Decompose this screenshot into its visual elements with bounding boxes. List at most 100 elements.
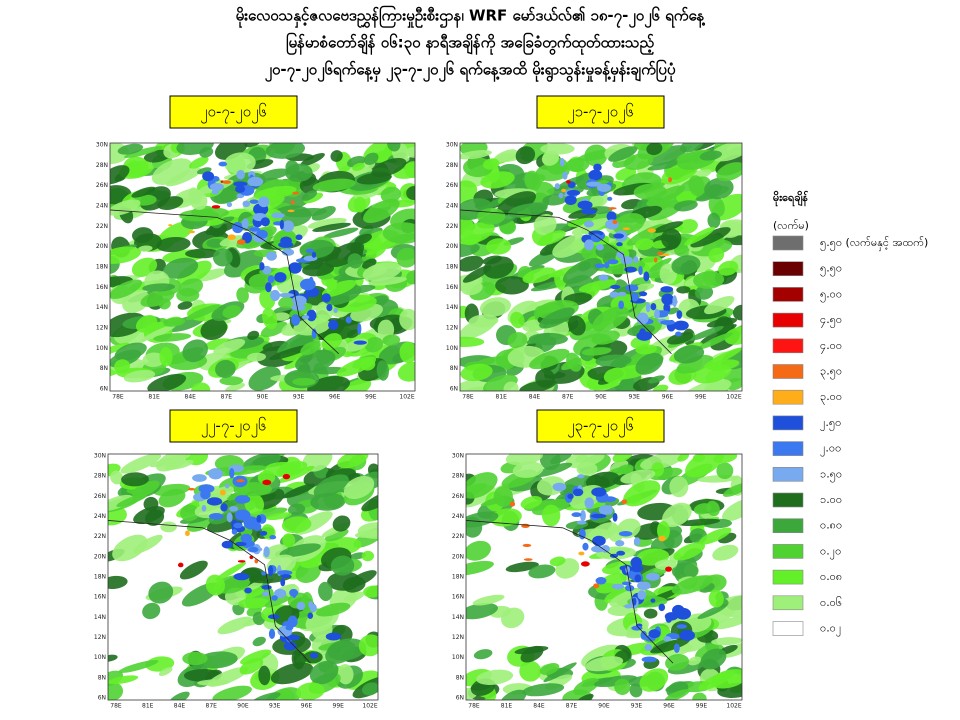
rain-area — [224, 250, 264, 278]
rain-area — [215, 562, 247, 581]
rain-area — [132, 227, 154, 244]
lat-label: 22N — [446, 223, 458, 230]
map-frame — [465, 453, 743, 701]
rain-area — [295, 349, 336, 373]
rain-area — [635, 238, 654, 251]
date-box — [536, 95, 665, 129]
rain-area — [131, 186, 156, 198]
heavy-rain — [615, 540, 625, 547]
heavy-rain — [262, 265, 272, 275]
rain-area — [293, 317, 331, 336]
rain-area — [116, 493, 148, 508]
very-heavy-rain — [222, 180, 232, 184]
rain-area — [472, 594, 505, 606]
rain-area — [585, 656, 624, 672]
rain-area — [623, 153, 654, 170]
heavy-rain — [673, 643, 680, 654]
heavy-rain — [606, 505, 614, 515]
very-heavy-rain — [665, 566, 672, 572]
lon-label: 78E — [110, 703, 122, 710]
very-heavy-rain — [580, 561, 590, 567]
rain-area — [662, 502, 692, 528]
rain-area — [196, 268, 227, 282]
lat-label: 6N — [100, 386, 108, 393]
heavy-rain — [593, 163, 602, 172]
rain-area — [123, 369, 156, 383]
heavy-rain — [353, 340, 367, 345]
rain-area — [503, 381, 519, 391]
very-heavy-rain — [211, 205, 221, 209]
rain-area — [224, 465, 267, 476]
rain-area — [321, 279, 357, 297]
rain-area — [259, 168, 290, 180]
heavy-rain — [291, 314, 301, 326]
rain-area — [534, 336, 557, 353]
heavy-rain — [192, 474, 207, 482]
heavy-rain — [305, 248, 314, 253]
heavy-rain — [300, 278, 316, 291]
heavy-rain — [233, 522, 243, 529]
heavy-rain — [274, 272, 287, 283]
rain-area — [699, 150, 722, 161]
heavy-rain — [663, 636, 672, 642]
rain-area — [225, 382, 246, 391]
rain-area — [158, 488, 186, 508]
heavy-rain — [617, 291, 627, 297]
rain-area — [698, 670, 735, 691]
lon-label: 102E — [362, 703, 377, 710]
heavy-rain — [610, 284, 621, 290]
heavy-rain — [609, 291, 619, 298]
rain-area — [143, 496, 159, 512]
rain-area — [380, 186, 401, 203]
legend-label: ၀.၀၆ — [820, 596, 842, 609]
legend-swatch — [772, 466, 804, 482]
very-heavy-rain — [578, 551, 585, 556]
rain-area — [476, 669, 514, 685]
rain-area — [185, 304, 220, 321]
heavy-rain — [289, 588, 299, 597]
lon-label: 78E — [462, 394, 474, 401]
rain-area — [539, 307, 575, 329]
rain-area — [337, 664, 354, 685]
heavy-rain — [235, 513, 240, 520]
rain-area — [323, 227, 359, 239]
rain-area — [363, 198, 400, 224]
legend-label: ၃.၀၀ — [820, 390, 842, 405]
rain-area — [112, 534, 148, 562]
heavy-rain — [582, 542, 589, 551]
lon-label: 84E — [185, 394, 197, 401]
heavy-rain — [233, 181, 248, 187]
heavy-rain — [309, 603, 317, 613]
lat-label: 16N — [452, 594, 464, 601]
rain-area — [460, 378, 488, 391]
lon-label: 93E — [631, 703, 643, 710]
heavy-rain — [596, 243, 604, 251]
heavy-rain — [658, 603, 666, 612]
heavy-rain — [357, 323, 362, 335]
rain-area — [698, 527, 732, 545]
very-heavy-rain — [561, 188, 567, 193]
rain-area — [549, 556, 566, 567]
lon-label: 87E — [566, 703, 578, 710]
rain-area — [460, 336, 485, 348]
heavy-rain — [654, 308, 660, 320]
rain-area — [573, 678, 600, 696]
heavy-rain — [268, 628, 276, 640]
rain-area — [722, 483, 742, 497]
rain-area — [199, 146, 214, 158]
rain-area — [497, 191, 536, 216]
panel-date: ၂၀-၇-၂၀၂၆ — [200, 103, 267, 124]
date-box — [169, 409, 298, 443]
rain-area — [507, 332, 528, 349]
rain-area — [177, 301, 193, 310]
rain-area — [347, 253, 363, 269]
lat-label: 28N — [94, 473, 106, 480]
heavy-rain — [221, 540, 234, 549]
rain-area — [541, 150, 560, 166]
rain-area — [158, 667, 173, 677]
lat-label: 10N — [94, 654, 106, 661]
rain-area — [309, 660, 339, 685]
legend-label: ၀.၀၈ — [820, 570, 842, 583]
lat-label: 26N — [446, 182, 458, 189]
